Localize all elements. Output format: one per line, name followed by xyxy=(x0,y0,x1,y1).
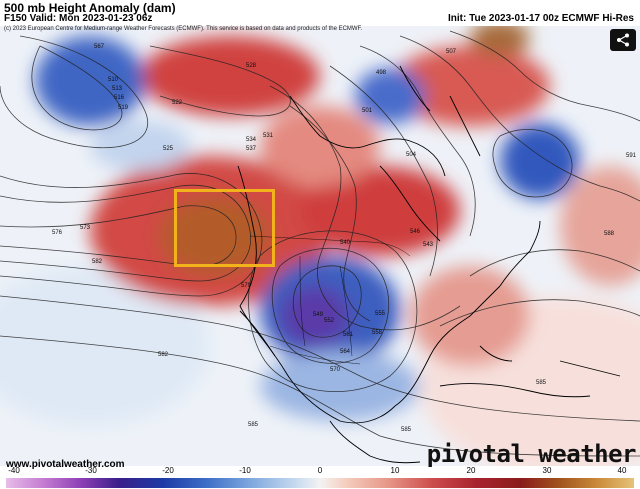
colorbar-tick: 30 xyxy=(542,466,552,475)
contour-label: 513 xyxy=(112,86,123,92)
colorbar-tick: -40 xyxy=(8,466,20,475)
map-title: 500 mb Height Anomaly (dam) xyxy=(4,1,176,15)
contour-labels: 567 510 513 516 519 522 525 528 531 534 … xyxy=(52,44,637,433)
colorbar-tick: 0 xyxy=(317,466,323,475)
contour-label: 564 xyxy=(340,349,351,355)
contour-label: 585 xyxy=(248,422,259,428)
contour-label: 555 xyxy=(375,311,386,317)
contour-label: 579 xyxy=(241,283,252,289)
contour-label: 573 xyxy=(80,225,91,231)
colorbar-tick: -10 xyxy=(239,466,251,475)
contour-label: 570 xyxy=(330,367,341,373)
contour-label: 519 xyxy=(118,105,129,111)
share-button[interactable] xyxy=(610,29,636,51)
political-borders xyxy=(249,235,411,365)
colorbar-tick: -30 xyxy=(85,466,97,475)
contour-label: 516 xyxy=(114,95,125,101)
contour-label: 582 xyxy=(92,259,103,265)
highlight-box xyxy=(174,189,275,267)
contour-label: 561 xyxy=(343,332,354,338)
contour-label: 576 xyxy=(52,230,63,236)
colorbar: -40 -30 -20 -10 0 10 20 30 40 xyxy=(0,466,640,489)
contour-label: 585 xyxy=(401,427,412,433)
contour-label: 588 xyxy=(604,231,615,237)
contour-label: 567 xyxy=(94,44,105,50)
copyright-notice: (c) 2023 European Centre for Medium-rang… xyxy=(4,26,363,32)
colorbar-tick: -20 xyxy=(162,466,174,475)
init-time: Init: Tue 2023-01-17 00z ECMWF Hi-Res xyxy=(448,13,634,24)
contour-label: 546 xyxy=(410,229,421,235)
colorbar-gradient xyxy=(6,478,634,488)
contour-label: 534 xyxy=(246,137,257,143)
coastlines xyxy=(237,65,621,464)
map-canvas: 567 510 513 516 519 522 525 528 531 534 … xyxy=(0,26,640,466)
valid-time: F150 Valid: Mon 2023-01-23 06z xyxy=(4,13,153,24)
contour-label: 525 xyxy=(163,146,174,152)
contour-label: 540 xyxy=(340,240,351,246)
contour-label: 591 xyxy=(626,153,637,159)
contour-label: 504 xyxy=(406,152,417,158)
contour-label: 501 xyxy=(362,108,373,114)
contour-label: 582 xyxy=(158,352,169,358)
contour-label: 528 xyxy=(246,63,257,69)
weather-map[interactable]: 567 510 513 516 519 522 525 528 531 534 … xyxy=(0,26,640,466)
contour-label: 522 xyxy=(172,100,183,106)
contour-label: 507 xyxy=(446,49,457,55)
colorbar-tick: 10 xyxy=(390,466,400,475)
contour-label: 537 xyxy=(246,146,257,152)
contour-label: 498 xyxy=(376,70,387,76)
colorbar-tick: 40 xyxy=(617,466,627,475)
colorbar-tick: 20 xyxy=(466,466,476,475)
contour-label: 549 xyxy=(313,312,324,318)
colorbar-ticks: -40 -30 -20 -10 0 10 20 30 40 xyxy=(0,466,640,477)
brand-logo: pivotal weather xyxy=(426,440,637,468)
height-contours xyxy=(0,30,640,457)
contour-label: 543 xyxy=(423,242,434,248)
header: 500 mb Height Anomaly (dam) F150 Valid: … xyxy=(0,0,640,26)
contour-label: 558 xyxy=(372,330,383,336)
contour-label: 531 xyxy=(263,133,274,139)
site-url[interactable]: www.pivotalweather.com xyxy=(6,459,125,470)
share-icon xyxy=(617,33,629,47)
contour-label: 510 xyxy=(108,77,119,83)
contour-label: 585 xyxy=(536,380,547,386)
contour-label: 552 xyxy=(324,318,335,324)
